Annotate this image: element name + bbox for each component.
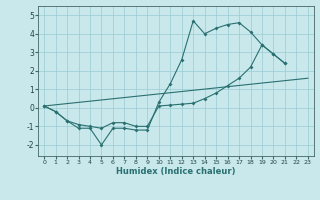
X-axis label: Humidex (Indice chaleur): Humidex (Indice chaleur) — [116, 167, 236, 176]
